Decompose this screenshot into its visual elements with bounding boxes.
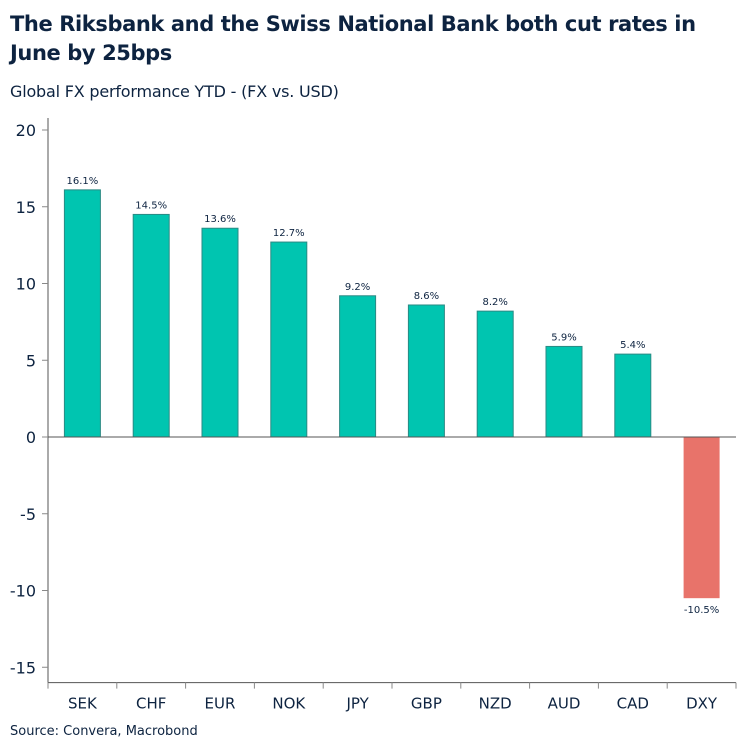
bar-cad [614, 353, 652, 438]
x-tick-label: JPY [345, 695, 369, 713]
bar-jpy [339, 295, 377, 438]
data-label: 9.2% [345, 282, 370, 293]
data-label: 5.9% [551, 332, 576, 343]
x-tick-label: NZD [479, 695, 512, 713]
y-tick-label: -15 [10, 658, 36, 677]
data-label: 5.4% [620, 340, 645, 351]
x-tick-label: NOK [272, 695, 306, 713]
data-label: 13.6% [204, 214, 236, 225]
data-label: 8.6% [414, 291, 439, 302]
data-label: 8.2% [482, 297, 507, 308]
bar-nzd [476, 310, 514, 438]
x-tick-label: AUD [548, 695, 581, 713]
x-tick-label: GBP [411, 695, 442, 713]
chart-title: The Riksbank and the Swiss National Bank… [10, 12, 696, 65]
x-tick-label: SEK [68, 695, 98, 713]
bar-eur [201, 227, 239, 438]
bar-aud [545, 345, 583, 438]
bar-dxy [683, 437, 720, 599]
y-tick-label: -5 [20, 505, 36, 524]
x-tick-label: EUR [205, 695, 236, 713]
data-label: 14.5% [135, 200, 167, 211]
chart-subtitle: Global FX performance YTD - (FX vs. USD) [10, 82, 339, 101]
data-label: 16.1% [67, 176, 99, 187]
y-tick-label: 10 [16, 275, 36, 294]
data-label: -10.5% [684, 605, 719, 616]
y-tick-label: 0 [26, 428, 36, 447]
x-tick-label: CAD [617, 695, 649, 713]
data-label: 12.7% [273, 228, 305, 239]
bar-chf [132, 213, 170, 438]
y-tick-label: 20 [16, 121, 36, 140]
source-note: Source: Convera, Macrobond [10, 724, 198, 739]
bar-gbp [407, 304, 445, 438]
y-tick-label: 5 [26, 351, 36, 370]
bar-sek [63, 189, 101, 438]
y-tick-label: 15 [16, 198, 36, 217]
bar-nok [270, 241, 308, 438]
x-tick-label: CHF [136, 695, 166, 713]
y-tick-label: -10 [10, 582, 36, 601]
x-tick-label: DXY [686, 695, 718, 713]
